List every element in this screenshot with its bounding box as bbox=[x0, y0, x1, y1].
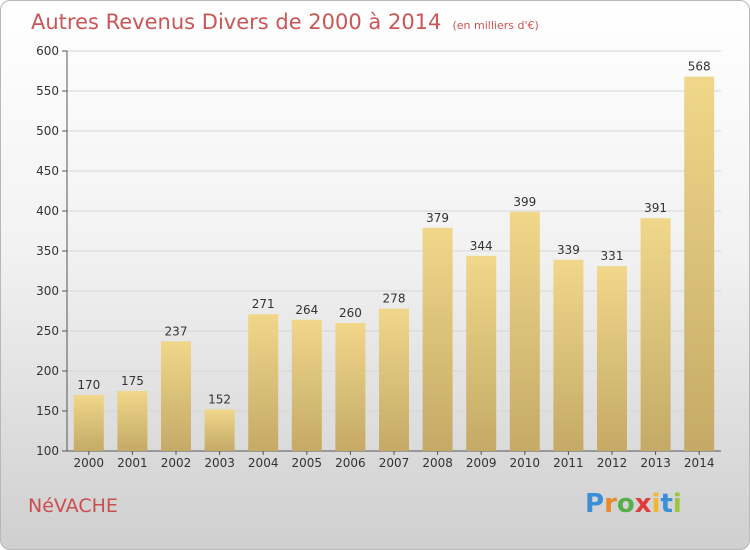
x-tick-label: 2002 bbox=[161, 456, 192, 470]
y-tick-label: 150 bbox=[36, 404, 59, 418]
value-label: 379 bbox=[426, 211, 449, 225]
value-label: 399 bbox=[513, 195, 536, 209]
value-label: 568 bbox=[688, 60, 711, 74]
x-tick-label: 2008 bbox=[422, 456, 453, 470]
y-tick-label: 450 bbox=[36, 164, 59, 178]
x-tick-label: 2001 bbox=[117, 456, 148, 470]
bars bbox=[73, 76, 715, 451]
x-tick-label: 2009 bbox=[466, 456, 497, 470]
value-label: 271 bbox=[252, 297, 275, 311]
x-tick-label: 2014 bbox=[684, 456, 715, 470]
bar bbox=[422, 227, 453, 451]
logo-letter: i bbox=[651, 489, 661, 519]
bar bbox=[335, 323, 366, 451]
logo-letter: i bbox=[672, 489, 682, 519]
logo-letter: t bbox=[660, 489, 673, 519]
logo-letter: x bbox=[634, 489, 652, 519]
y-tick-label: 400 bbox=[36, 204, 59, 218]
value-label: 391 bbox=[644, 201, 667, 215]
bar bbox=[73, 395, 104, 451]
bar bbox=[117, 391, 148, 451]
value-label: 278 bbox=[383, 292, 406, 306]
logo-letter: P bbox=[585, 489, 605, 519]
bar bbox=[509, 211, 540, 451]
y-tick-label: 500 bbox=[36, 124, 59, 138]
y-tick-label: 550 bbox=[36, 84, 59, 98]
bar bbox=[553, 259, 584, 451]
commune-name: NéVACHE bbox=[28, 495, 118, 517]
value-label: 237 bbox=[165, 324, 188, 338]
x-tick-label: 2010 bbox=[510, 456, 541, 470]
logo-letter: r bbox=[604, 489, 617, 519]
bar bbox=[684, 76, 715, 451]
x-tick-label: 2011 bbox=[553, 456, 584, 470]
bar bbox=[291, 319, 322, 451]
value-label: 339 bbox=[557, 243, 580, 257]
value-label: 152 bbox=[208, 392, 231, 406]
y-tick-label: 600 bbox=[36, 44, 59, 58]
y-tick-label: 200 bbox=[36, 364, 59, 378]
chart-title-main: Autres Revenus Divers de 2000 à 2014 bbox=[31, 10, 442, 34]
logo-letter: o bbox=[616, 489, 635, 519]
value-label: 260 bbox=[339, 306, 362, 320]
x-tick-label: 2005 bbox=[292, 456, 323, 470]
x-tick-label: 2004 bbox=[248, 456, 279, 470]
y-tick-label: 300 bbox=[36, 284, 59, 298]
bar bbox=[204, 409, 235, 451]
x-tick-label: 2000 bbox=[74, 456, 105, 470]
bar bbox=[466, 255, 497, 451]
value-label: 264 bbox=[295, 303, 318, 317]
value-label: 175 bbox=[121, 374, 144, 388]
y-tick-label: 250 bbox=[36, 324, 59, 338]
value-label: 170 bbox=[77, 378, 100, 392]
bar bbox=[161, 341, 191, 451]
value-label: 344 bbox=[470, 239, 493, 253]
bar bbox=[379, 308, 409, 451]
value-labels: 170 175 237 152 271 264 260 278 379 344 399 339 331 3… bbox=[77, 60, 710, 407]
x-tick-label: 2013 bbox=[640, 456, 671, 470]
x-tick-label: 2003 bbox=[204, 456, 235, 470]
proxiti-logo: Proxiti bbox=[585, 489, 682, 519]
bar bbox=[248, 314, 279, 451]
x-tick-label: 2006 bbox=[335, 456, 366, 470]
x-tick-label: 2012 bbox=[597, 456, 628, 470]
chart-subtitle: (en milliers d'€) bbox=[452, 19, 539, 32]
chart-title: Autres Revenus Divers de 2000 à 2014 (en… bbox=[31, 10, 539, 34]
bar bbox=[640, 218, 671, 451]
y-tick-label: 350 bbox=[36, 244, 59, 258]
y-tick-label: 100 bbox=[36, 444, 59, 458]
x-tick-label: 2007 bbox=[379, 456, 410, 470]
bar bbox=[597, 266, 627, 451]
value-label: 331 bbox=[601, 249, 624, 263]
